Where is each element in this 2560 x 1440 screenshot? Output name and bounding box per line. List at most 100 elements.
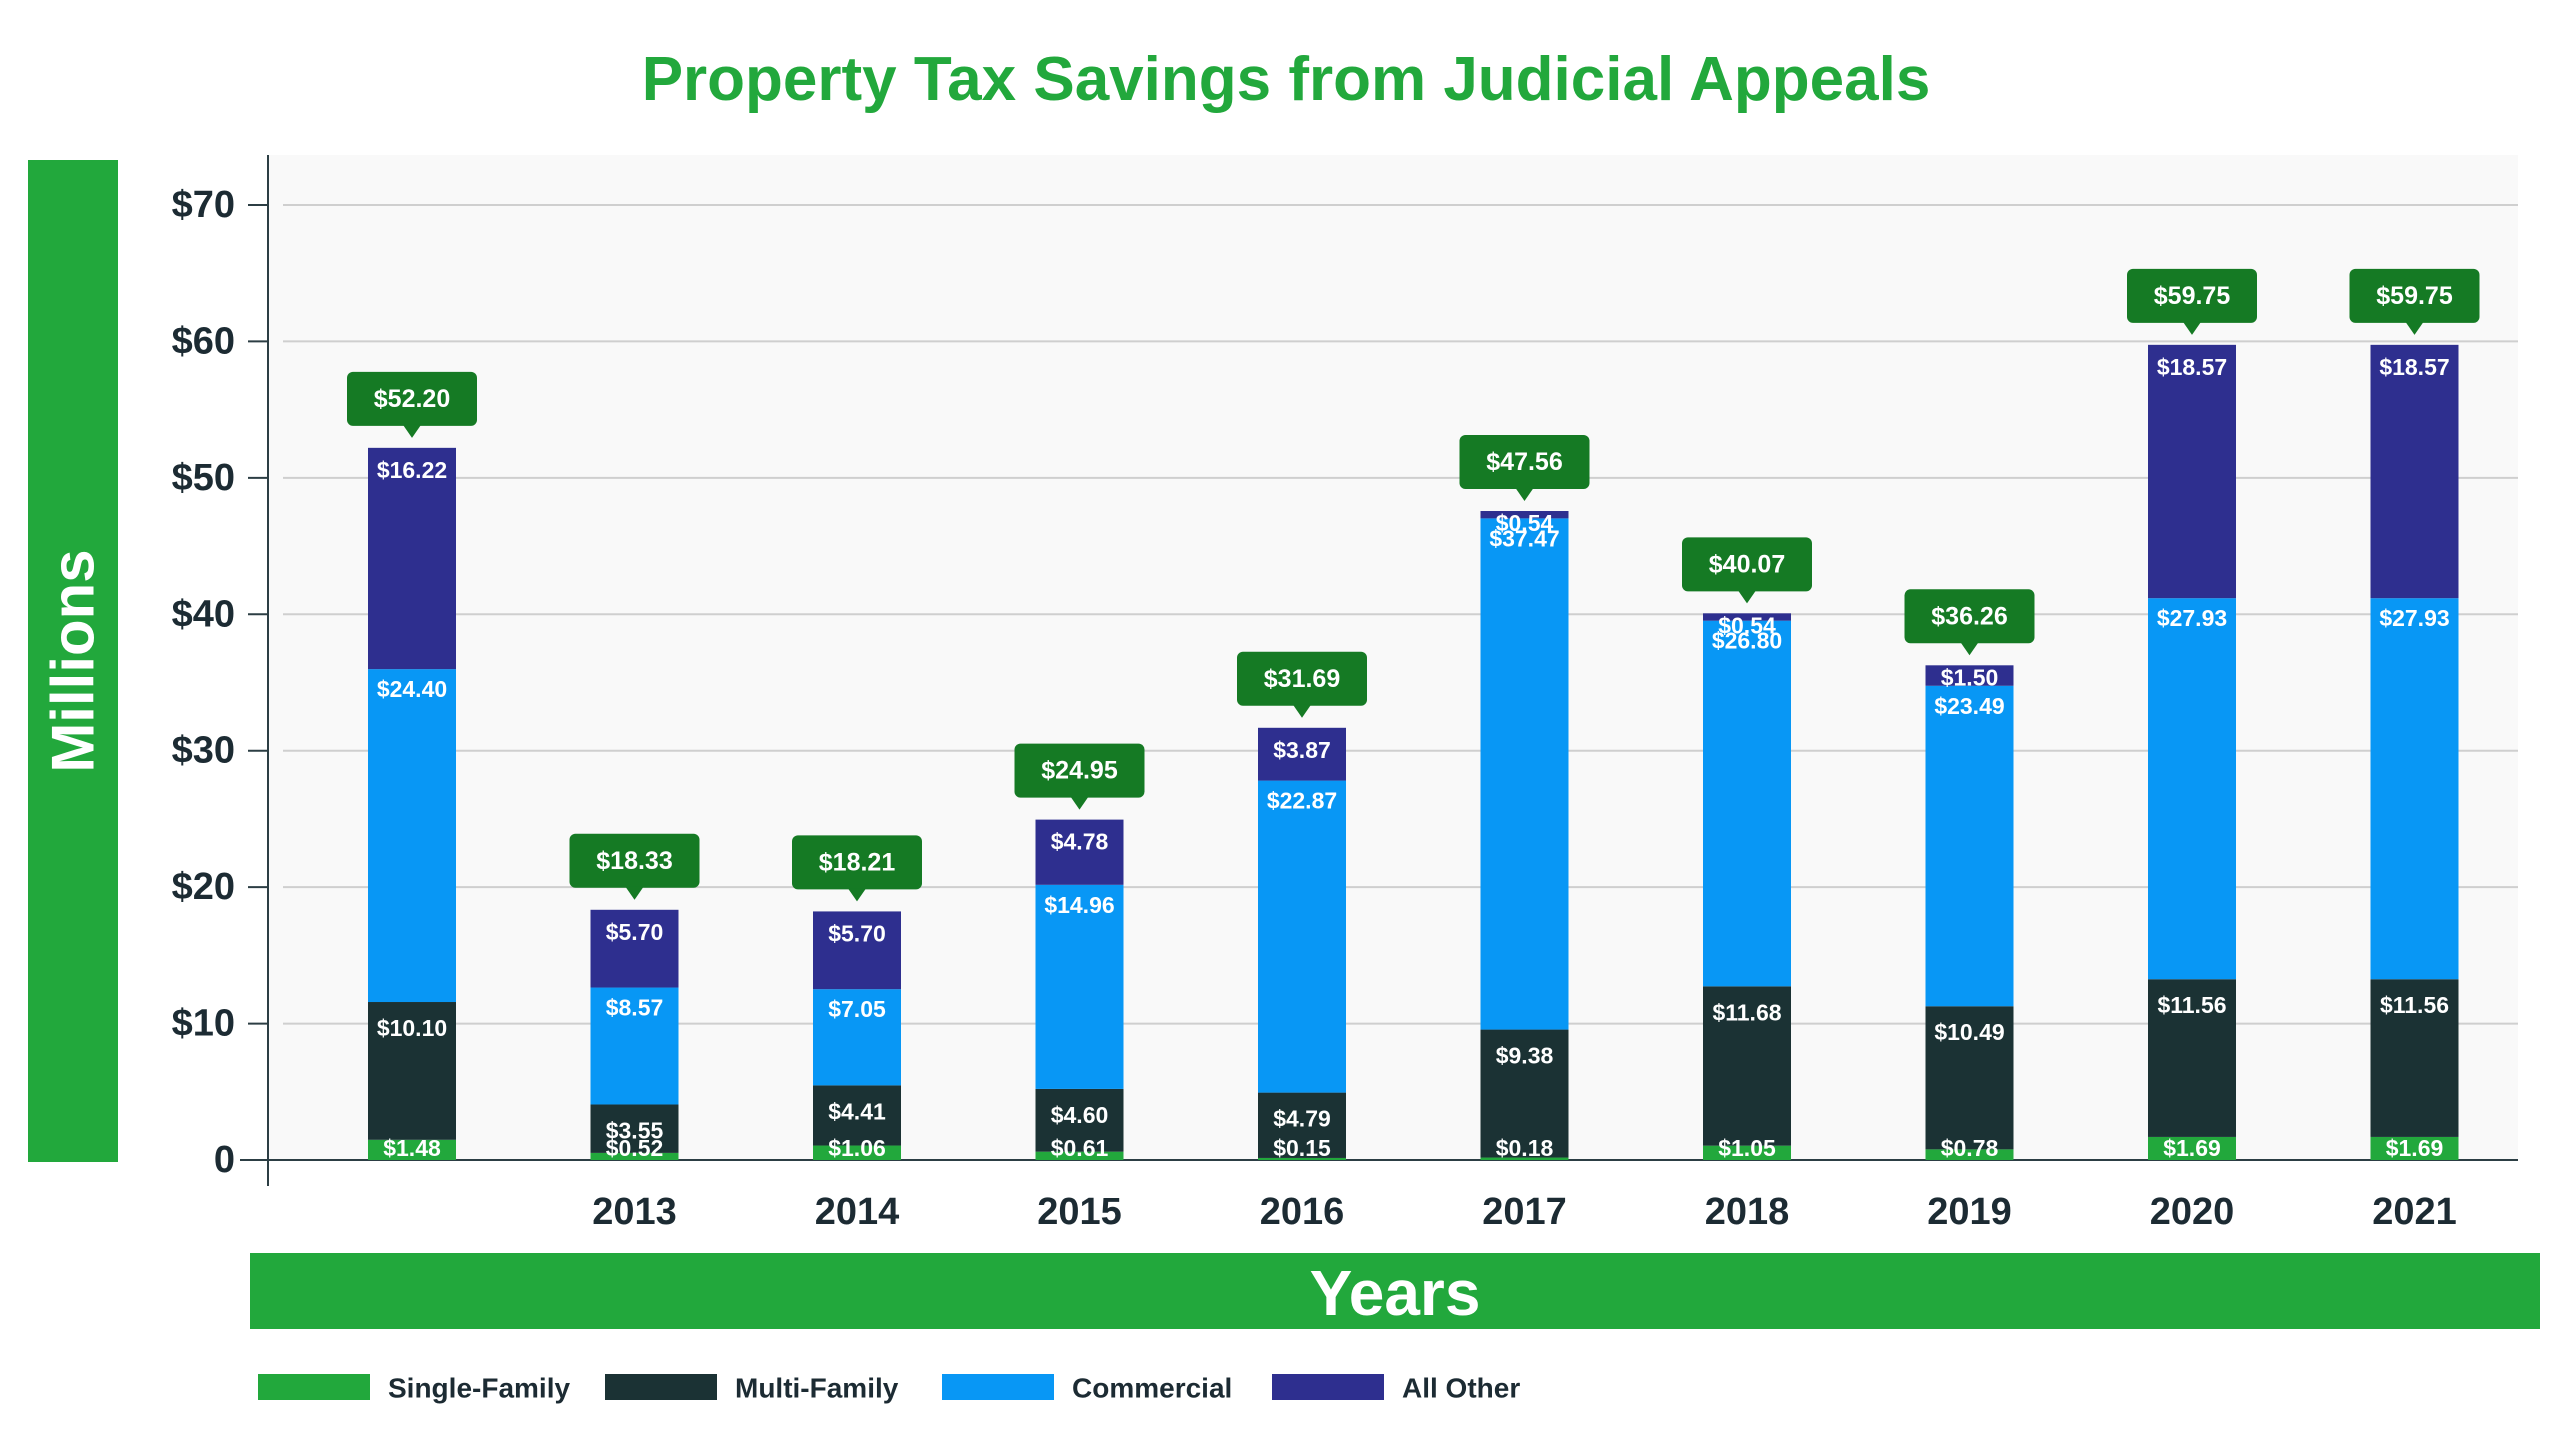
total-callout-box — [1682, 537, 1812, 592]
total-callout-pointer — [1515, 488, 1534, 502]
total-callout-pointer — [403, 424, 421, 438]
segment-label: $0.18 — [1496, 1135, 1554, 1161]
total-callouts: $52.20 $18.33 $18.21 $24.95 $31.69 $47.56 $40.… — [347, 268, 2480, 902]
x-tick-label: 2017 — [1482, 1191, 1567, 1233]
total-callout-label: $18.33 — [596, 847, 672, 875]
bar-segment-single-family — [1035, 1151, 1124, 1160]
bar-segment-single-family — [2148, 1136, 2236, 1160]
bar-segment-all-other — [368, 447, 456, 670]
x-tick-label: 2019 — [1927, 1191, 2012, 1233]
bar-segment-all-other — [2148, 344, 2236, 599]
total-callout-label: $24.95 — [1041, 757, 1118, 785]
total-callout-box — [1237, 651, 1367, 706]
segment-label: $27.93 — [2157, 605, 2227, 631]
total-callout-box — [347, 371, 477, 426]
total-callout-pointer — [2183, 321, 2201, 335]
bar-segment-multi-family — [2370, 979, 2459, 1137]
legend-swatch — [1272, 1374, 1384, 1400]
bar-segment-commercial — [813, 989, 901, 1086]
total-callout-label: $36.26 — [1931, 602, 2007, 630]
segment-label: $1.69 — [2386, 1135, 2444, 1161]
bar-segment-commercial — [368, 669, 456, 1003]
total-callout-pointer — [625, 886, 644, 900]
segment-label: $16.22 — [377, 457, 447, 483]
bar-segment-commercial — [2148, 598, 2236, 980]
segment-labels: $1.48 $10.10 $24.40 $16.22 $0.52$3.55 $8.57 $5… — [377, 354, 2450, 1161]
total-callout-box — [792, 835, 922, 890]
total-callout-pointer — [1738, 590, 1756, 604]
segment-label: $1.69 — [2163, 1135, 2221, 1161]
segment-label: $11.68 — [1712, 999, 1781, 1025]
segment-label: $7.05 — [828, 996, 886, 1022]
bar-segment-commercial — [590, 987, 679, 1105]
bar-segment-single-family — [2370, 1136, 2459, 1160]
x-tick-label: 2018 — [1705, 1191, 1790, 1233]
total-callout-box — [569, 833, 700, 888]
legend-item-all-other: All Other — [1272, 1373, 1520, 1404]
y-tick-label: $20 — [172, 866, 235, 908]
total-callout-pointer — [848, 888, 866, 902]
segment-label: $0.54 — [1496, 510, 1554, 536]
total-callout-label: $18.21 — [819, 848, 896, 876]
segment-label: $0.15 — [1273, 1135, 1331, 1161]
bar-segment-all-other — [2370, 344, 2459, 599]
segment-label: $23.49 — [1934, 693, 2004, 719]
segment-label: $18.57 — [2379, 354, 2449, 380]
bar-segment-multi-family — [813, 1085, 901, 1146]
legend-item-commercial: Commercial — [942, 1373, 1232, 1404]
segment-label: $1.48 — [383, 1135, 441, 1161]
bar-segment-commercial — [1480, 518, 1569, 1030]
legend-label: Multi-Family — [735, 1373, 899, 1404]
total-callout-label: $47.56 — [1486, 448, 1562, 476]
y-axis-ticks: 0 $10 $20 $30 $40 $50 $60 $70 — [172, 184, 268, 1181]
total-callout-box — [1459, 435, 1590, 490]
segment-label: $0.52 — [606, 1135, 664, 1161]
y-tick-label: $10 — [172, 1003, 235, 1045]
legend-swatch — [942, 1374, 1054, 1400]
x-axis-ticks: 2013 2014 2015 2016 2017 2018 2019 2020 2021 — [592, 1191, 2457, 1233]
bar-segment-all-other — [813, 911, 901, 990]
y-tick-label: $60 — [172, 320, 235, 362]
segment-label: $5.70 — [828, 920, 886, 946]
bar-segment-commercial — [2370, 598, 2459, 980]
segment-label: $4.41 — [828, 1098, 886, 1124]
legend-label: Commercial — [1072, 1373, 1232, 1404]
segment-label: $11.56 — [2157, 992, 2226, 1018]
chart-title: Property Tax Savings from Judicial Appea… — [642, 45, 1931, 114]
segment-label: $3.55 — [606, 1117, 664, 1143]
total-callout-label: $40.07 — [1709, 550, 1785, 578]
segment-label: $0.78 — [1941, 1135, 1999, 1161]
bar-segment-commercial — [1035, 884, 1124, 1089]
legend-item-multi-family: Multi-Family — [605, 1373, 899, 1404]
segment-label: $1.05 — [1718, 1135, 1776, 1161]
total-callout-box — [2349, 268, 2480, 323]
x-tick-label: 2015 — [1037, 1191, 1122, 1233]
bar-segment-all-other — [1480, 511, 1569, 519]
bar-segment-multi-family — [1703, 986, 1791, 1146]
bars — [368, 344, 2459, 1160]
segment-label: $1.06 — [828, 1135, 886, 1161]
bar-segment-all-other — [1258, 727, 1346, 781]
segment-label: $24.40 — [377, 676, 447, 702]
total-callout-pointer — [1293, 704, 1311, 718]
total-callout-label: $59.75 — [2376, 282, 2453, 310]
segment-label: $8.57 — [606, 995, 664, 1021]
segment-label: $1.50 — [1941, 664, 1999, 690]
segment-label: $3.87 — [1273, 737, 1331, 763]
bar-segment-multi-family — [2148, 979, 2236, 1137]
bar-segment-single-family — [813, 1145, 901, 1160]
segment-label: $14.96 — [1044, 892, 1114, 918]
bar-segment-commercial — [1258, 780, 1346, 1093]
x-tick-label: 2014 — [815, 1191, 900, 1233]
segment-label: $5.70 — [606, 919, 664, 945]
bar-segment-multi-family — [590, 1104, 679, 1153]
y-tick-label: $30 — [172, 730, 235, 772]
legend-item-single-family: Single-Family — [258, 1373, 570, 1404]
legend-label: All Other — [1402, 1373, 1520, 1404]
bar-segment-commercial — [1925, 685, 2014, 1007]
total-callout-pointer — [1960, 642, 1979, 656]
bar-segment-multi-family — [368, 1002, 456, 1140]
total-callout-label: $52.20 — [374, 385, 450, 413]
y-axis-label: Millions — [40, 549, 107, 772]
